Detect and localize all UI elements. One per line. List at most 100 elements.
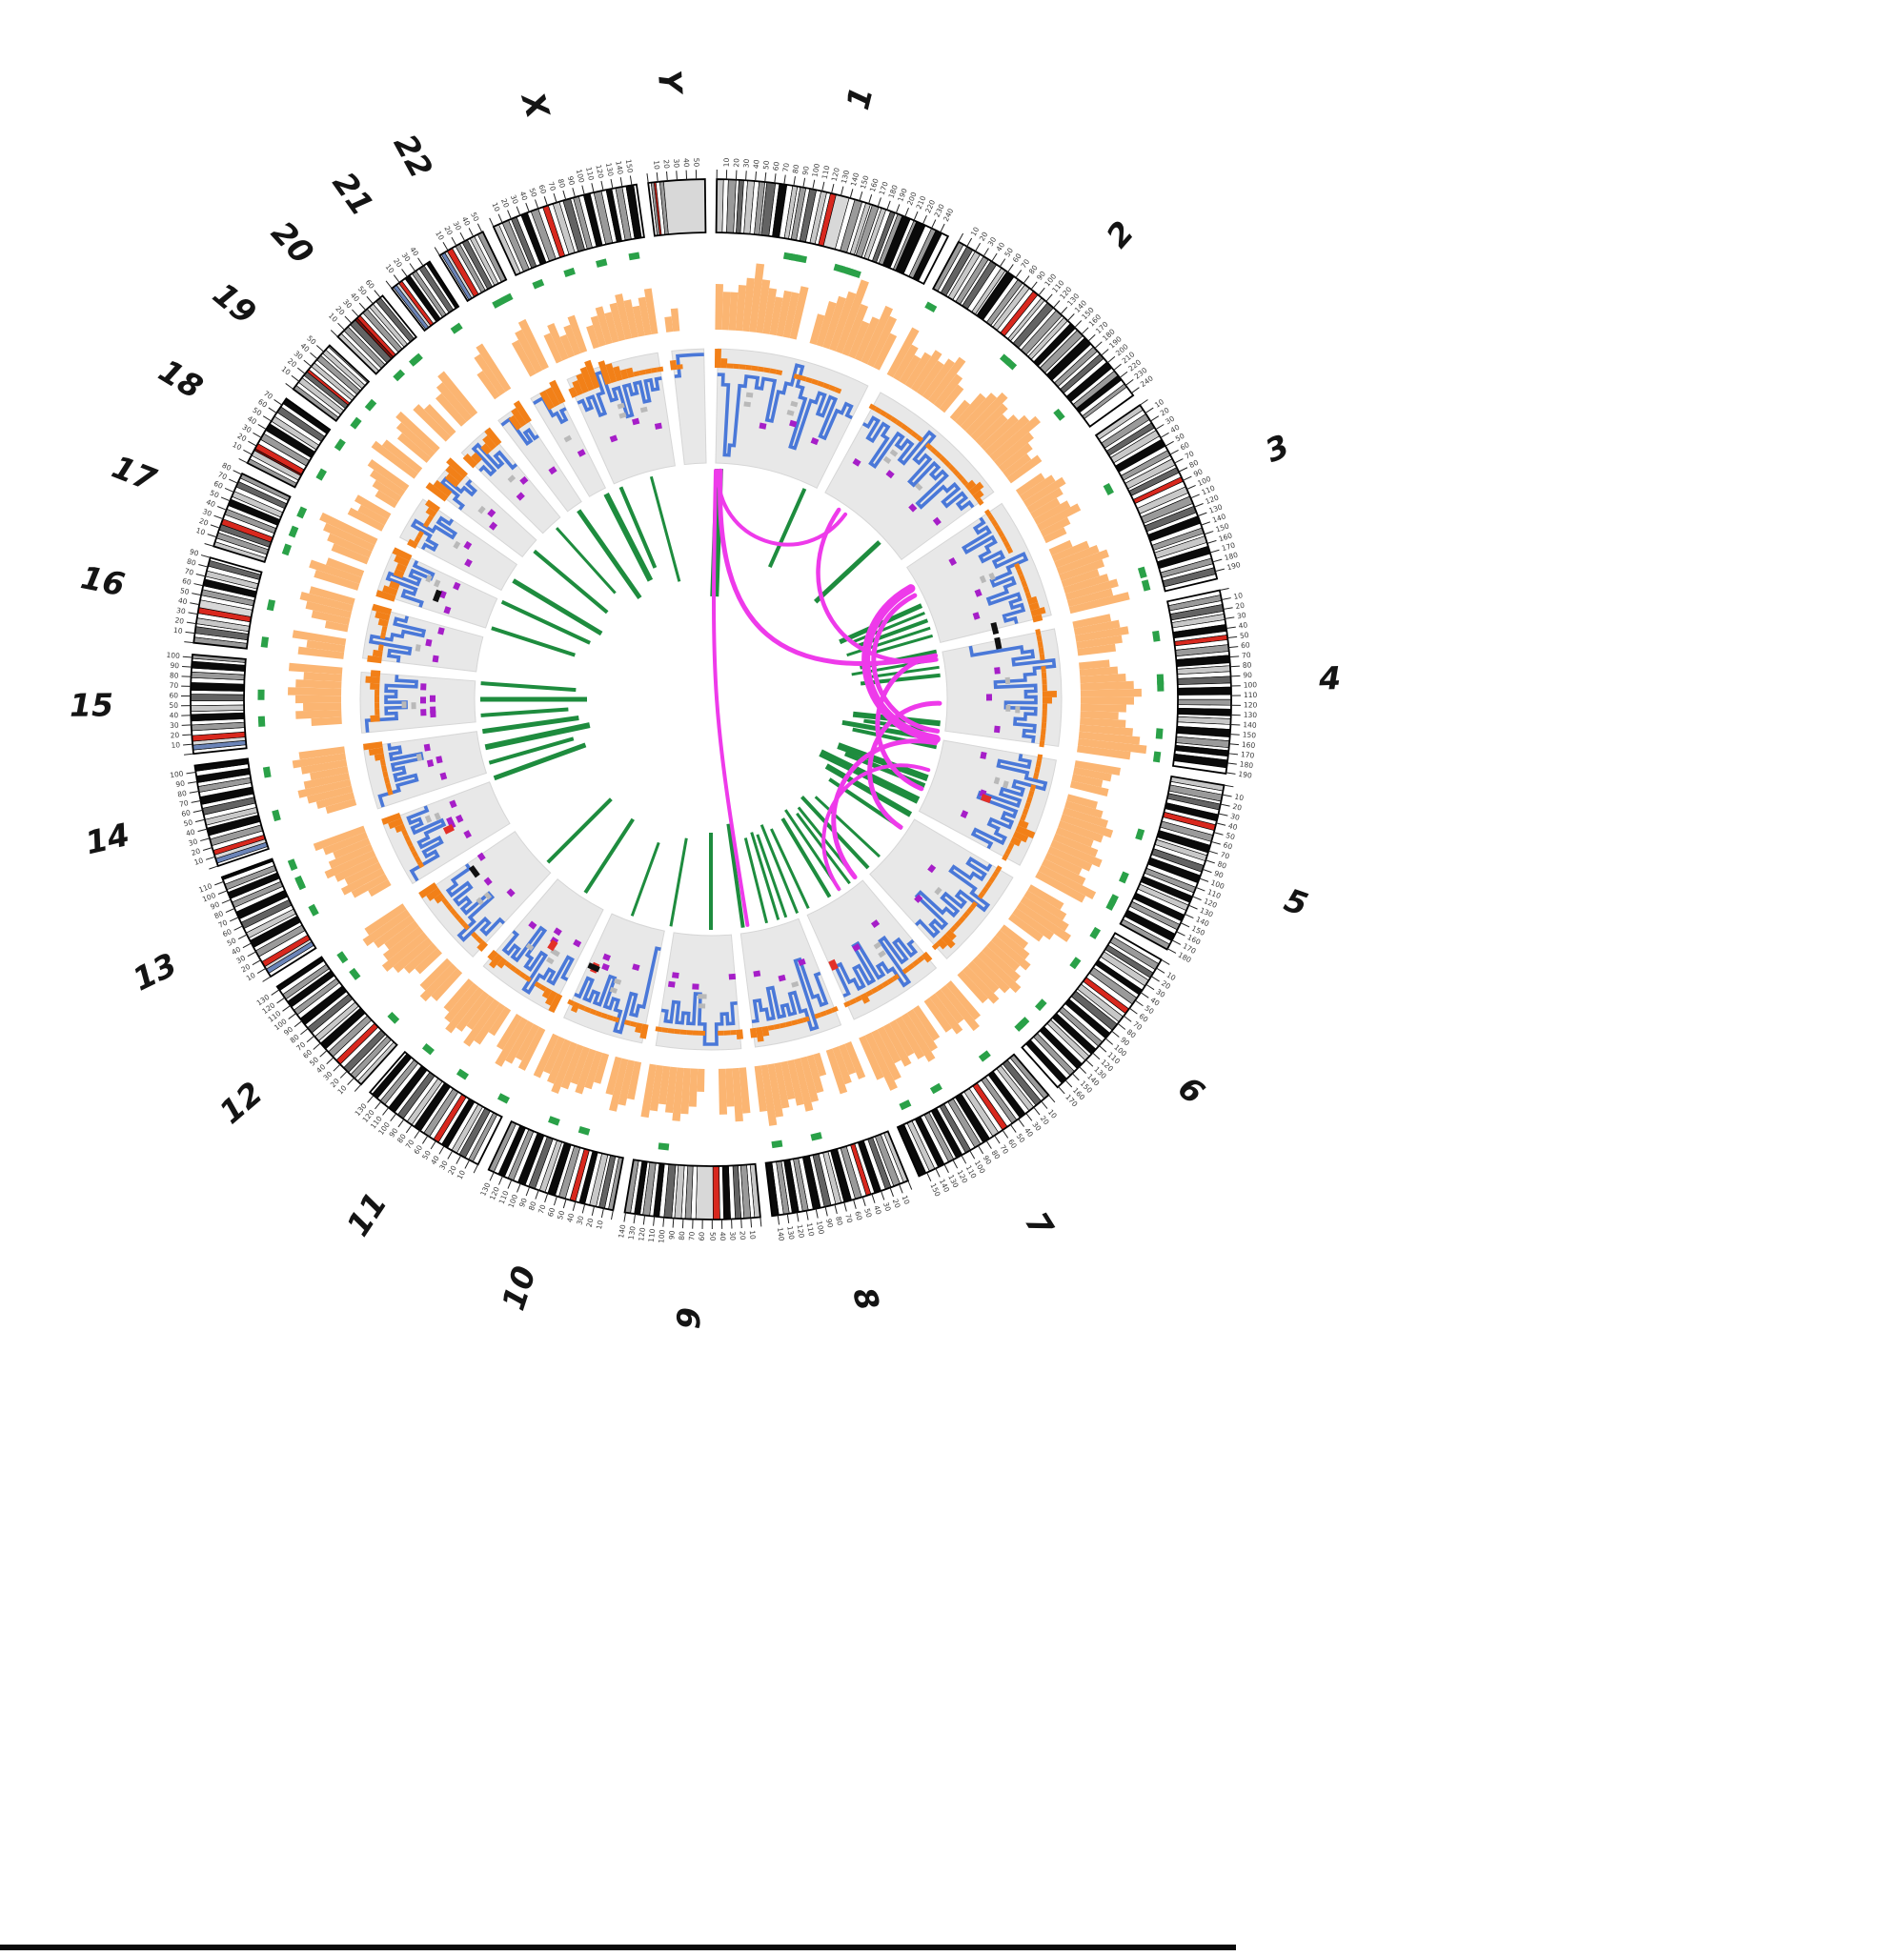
gray-point — [1015, 706, 1020, 713]
green-point — [1153, 752, 1161, 763]
tick-mark — [1023, 276, 1029, 284]
tick-mark — [1225, 785, 1234, 787]
tick-mark — [914, 212, 918, 220]
tick-mark — [243, 943, 252, 948]
chromosome-label-13: 13 — [127, 945, 182, 998]
tick-mark — [1124, 1016, 1131, 1021]
tick-mark — [573, 188, 576, 197]
green-point — [1104, 483, 1114, 495]
tick-mark — [375, 1101, 380, 1109]
green-segment — [481, 683, 577, 690]
tick-mark — [941, 224, 944, 232]
dark-histogram-bar — [1042, 678, 1046, 685]
tick-mark — [953, 1159, 958, 1168]
dark-histogram-bar — [680, 1030, 687, 1036]
tick-label: 120 — [1244, 700, 1258, 709]
tick-label: 20 — [661, 159, 671, 169]
tick-label: 30 — [741, 158, 751, 168]
dark-histogram-bar — [737, 1029, 743, 1039]
tick-label: 50 — [1239, 631, 1249, 640]
tick-mark — [1215, 569, 1225, 571]
gray-point — [1005, 705, 1010, 712]
tick-mark — [634, 1214, 635, 1223]
green-point — [497, 1093, 510, 1103]
dark-histogram-bar — [370, 683, 379, 690]
tick-mark — [1207, 540, 1217, 543]
purple-point — [420, 709, 426, 716]
tick-mark — [1167, 949, 1176, 954]
tick-mark — [813, 180, 815, 190]
tick-mark — [186, 632, 195, 633]
green-point — [1138, 567, 1147, 579]
tick-mark — [1048, 1095, 1054, 1102]
green-point — [596, 258, 607, 267]
tick-label: 40 — [565, 1212, 576, 1223]
light-histogram-bar — [715, 284, 723, 330]
green-point — [1142, 579, 1151, 591]
dark-histogram-bar — [375, 696, 379, 703]
tick-mark — [1131, 388, 1139, 393]
dark-histogram-bar — [751, 366, 758, 372]
tick-mark — [611, 179, 613, 189]
chromosome-label-7: 7 — [1018, 1205, 1061, 1243]
tick-label: 140 — [776, 1227, 786, 1242]
tick-mark — [794, 176, 796, 186]
tick-mark — [1161, 433, 1169, 437]
tick-mark — [850, 189, 853, 198]
tick-mark — [498, 214, 502, 223]
tick-mark — [1003, 1130, 1008, 1138]
tick-mark — [439, 1146, 444, 1155]
tick-mark — [1019, 1119, 1024, 1126]
tick-mark — [970, 1151, 975, 1159]
tick-label: 20 — [170, 731, 179, 740]
tick-mark — [677, 171, 678, 180]
tick-label: 130 — [1244, 711, 1258, 719]
tick-mark — [1156, 968, 1165, 973]
tick-label: 130 — [627, 1225, 638, 1240]
tick-mark — [905, 208, 909, 216]
tick-mark — [844, 1202, 847, 1212]
purple-point — [430, 696, 435, 702]
tick-mark — [238, 935, 247, 939]
inner-segment-track — [480, 469, 941, 930]
tick-mark — [1220, 588, 1229, 590]
tick-mark — [601, 181, 603, 191]
tick-label: 180 — [1239, 759, 1254, 770]
tick-mark — [1170, 450, 1179, 454]
tick-mark — [253, 433, 261, 437]
tick-label: 20 — [732, 158, 740, 168]
tick-mark — [1016, 270, 1022, 277]
tick-mark — [1203, 869, 1211, 872]
tick-label: 20 — [174, 615, 185, 625]
tick-mark — [667, 171, 668, 181]
green-point — [930, 1083, 942, 1095]
gray-point — [411, 702, 415, 709]
green-point — [296, 506, 307, 518]
tick-label: 60 — [771, 161, 780, 171]
tick-mark — [1222, 598, 1231, 600]
tick-label: 60 — [169, 691, 178, 699]
chromosome-label-21: 21 — [325, 165, 380, 222]
chromosome-label-4: 4 — [1317, 659, 1341, 697]
cytoband — [1178, 687, 1231, 696]
tick-mark — [535, 200, 537, 209]
tick-label: 10 — [173, 626, 184, 635]
tick-label: 70 — [1242, 651, 1251, 660]
tick-label: 110 — [647, 1228, 658, 1242]
tick-label: 70 — [781, 162, 791, 172]
tick-mark — [832, 184, 834, 193]
purple-point — [420, 696, 426, 703]
tick-mark — [206, 857, 215, 859]
tick-mark — [410, 264, 415, 272]
dark-histogram-bar — [718, 1031, 724, 1036]
purple-point — [759, 423, 766, 430]
tick-label: 140 — [617, 1223, 627, 1239]
tick-mark — [1227, 763, 1237, 764]
tick-mark — [1183, 476, 1191, 480]
chromosome-label-11: 11 — [339, 1185, 395, 1242]
green-point — [1069, 957, 1081, 969]
tick-mark — [415, 1130, 420, 1138]
green-segment — [585, 819, 633, 893]
